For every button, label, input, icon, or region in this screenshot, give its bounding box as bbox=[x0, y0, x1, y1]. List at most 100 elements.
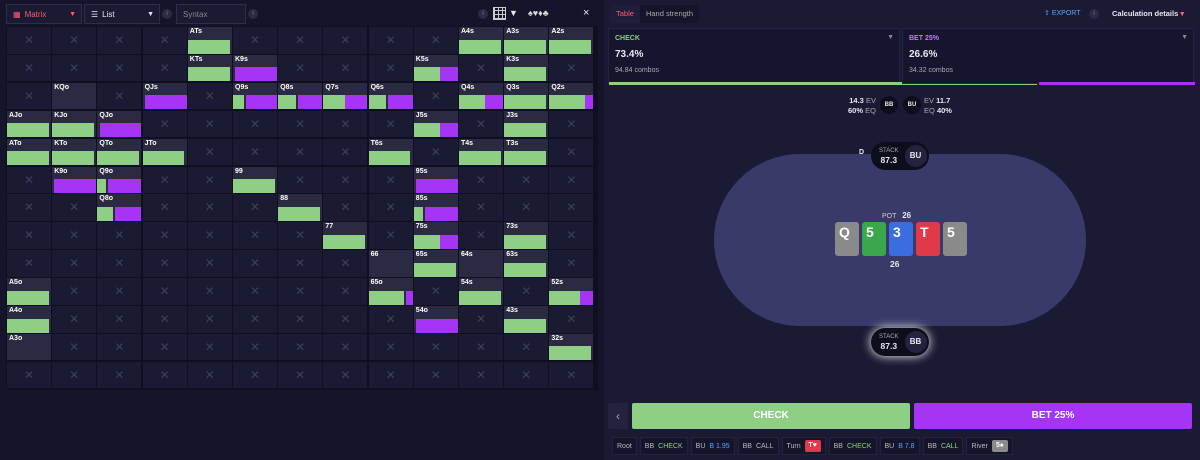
seat-bb[interactable]: STACK 87.3 BB bbox=[871, 328, 929, 356]
crumb-bb-call[interactable]: BB CALL bbox=[737, 437, 779, 455]
empty-hand-cell[interactable]: ✕ bbox=[549, 166, 594, 193]
empty-hand-cell[interactable]: ✕ bbox=[459, 361, 503, 389]
hand-cell[interactable]: KQo bbox=[52, 82, 97, 110]
hand-cell[interactable]: K3s bbox=[504, 54, 549, 82]
empty-hand-cell[interactable]: ✕ bbox=[368, 194, 413, 221]
empty-hand-cell[interactable]: ✕ bbox=[187, 250, 232, 277]
empty-hand-cell[interactable]: ✕ bbox=[187, 82, 232, 110]
filter-icon[interactable]: ▼ bbox=[1181, 34, 1188, 41]
empty-hand-cell[interactable]: ✕ bbox=[142, 166, 187, 193]
empty-hand-cell[interactable]: ✕ bbox=[278, 27, 323, 54]
hand-cell[interactable]: 95s bbox=[413, 166, 458, 193]
empty-hand-cell[interactable]: ✕ bbox=[233, 333, 277, 361]
empty-hand-cell[interactable]: ✕ bbox=[278, 361, 323, 389]
empty-hand-cell[interactable]: ✕ bbox=[7, 361, 51, 389]
empty-hand-cell[interactable]: ✕ bbox=[549, 194, 594, 221]
filter-icon[interactable]: ▼ bbox=[887, 34, 894, 41]
empty-hand-cell[interactable]: ✕ bbox=[368, 166, 413, 193]
crumb-bb-check[interactable]: BB CHECK bbox=[639, 437, 688, 455]
empty-hand-cell[interactable]: ✕ bbox=[142, 110, 187, 138]
crumb-bu-bet[interactable]: BU B 1.95 bbox=[690, 437, 735, 455]
empty-hand-cell[interactable]: ✕ bbox=[459, 166, 503, 193]
empty-hand-cell[interactable]: ✕ bbox=[7, 222, 51, 249]
empty-hand-cell[interactable]: ✕ bbox=[413, 278, 458, 305]
chevron-down-icon[interactable]: ▼ bbox=[509, 8, 518, 18]
close-icon[interactable]: × bbox=[583, 7, 590, 19]
empty-hand-cell[interactable]: ✕ bbox=[142, 306, 187, 333]
empty-hand-cell[interactable]: ✕ bbox=[504, 278, 549, 305]
hand-cell[interactable]: Q8o bbox=[97, 194, 142, 221]
hand-cell[interactable]: 64s bbox=[459, 250, 503, 277]
hand-cell[interactable]: 43s bbox=[504, 306, 549, 333]
export-button[interactable]: ⇪ EXPORT bbox=[1044, 9, 1080, 17]
empty-hand-cell[interactable]: ✕ bbox=[323, 250, 368, 277]
hand-cell[interactable]: 52s bbox=[549, 278, 594, 305]
hand-cell[interactable]: ATo bbox=[7, 138, 51, 166]
crumb-bb-call[interactable]: BB CALL bbox=[922, 437, 964, 455]
suits-filter-icon[interactable]: ♠♥♦♣ bbox=[528, 8, 549, 18]
empty-hand-cell[interactable]: ✕ bbox=[278, 250, 323, 277]
hand-cell[interactable]: Q9o bbox=[97, 166, 142, 193]
empty-hand-cell[interactable]: ✕ bbox=[323, 138, 368, 166]
empty-hand-cell[interactable]: ✕ bbox=[323, 166, 368, 193]
empty-hand-cell[interactable]: ✕ bbox=[459, 194, 503, 221]
hand-cell[interactable]: K5s bbox=[413, 54, 458, 82]
hand-cell[interactable]: AJo bbox=[7, 110, 51, 138]
empty-hand-cell[interactable]: ✕ bbox=[187, 333, 232, 361]
empty-hand-cell[interactable]: ✕ bbox=[459, 54, 503, 82]
empty-hand-cell[interactable]: ✕ bbox=[368, 222, 413, 249]
empty-hand-cell[interactable]: ✕ bbox=[52, 250, 97, 277]
empty-hand-cell[interactable]: ✕ bbox=[233, 278, 277, 305]
empty-hand-cell[interactable]: ✕ bbox=[142, 194, 187, 221]
empty-hand-cell[interactable]: ✕ bbox=[278, 306, 323, 333]
hand-cell[interactable]: A3s bbox=[504, 27, 549, 54]
hand-cell[interactable]: QJs bbox=[142, 82, 187, 110]
hand-cell[interactable]: Q9s bbox=[233, 82, 277, 110]
hand-cell[interactable]: Q4s bbox=[459, 82, 503, 110]
crumb-bb-check[interactable]: BB CHECK bbox=[828, 437, 877, 455]
empty-hand-cell[interactable]: ✕ bbox=[97, 278, 142, 305]
empty-hand-cell[interactable]: ✕ bbox=[233, 194, 277, 221]
hand-cell[interactable]: K9s bbox=[233, 54, 277, 82]
empty-hand-cell[interactable]: ✕ bbox=[459, 222, 503, 249]
empty-hand-cell[interactable]: ✕ bbox=[52, 194, 97, 221]
empty-hand-cell[interactable]: ✕ bbox=[233, 110, 277, 138]
empty-hand-cell[interactable]: ✕ bbox=[97, 333, 142, 361]
hand-cell[interactable]: QJo bbox=[97, 110, 142, 138]
empty-hand-cell[interactable]: ✕ bbox=[7, 194, 51, 221]
empty-hand-cell[interactable]: ✕ bbox=[7, 166, 51, 193]
empty-hand-cell[interactable]: ✕ bbox=[187, 361, 232, 389]
empty-hand-cell[interactable]: ✕ bbox=[187, 138, 232, 166]
empty-hand-cell[interactable]: ✕ bbox=[459, 110, 503, 138]
empty-hand-cell[interactable]: ✕ bbox=[233, 27, 277, 54]
hand-cell[interactable]: T3s bbox=[504, 138, 549, 166]
empty-hand-cell[interactable]: ✕ bbox=[549, 250, 594, 277]
empty-hand-cell[interactable]: ✕ bbox=[504, 361, 549, 389]
empty-hand-cell[interactable]: ✕ bbox=[278, 110, 323, 138]
tab-table[interactable]: Table bbox=[610, 5, 640, 23]
empty-hand-cell[interactable]: ✕ bbox=[142, 333, 187, 361]
hand-cell[interactable]: 54s bbox=[459, 278, 503, 305]
hand-cell[interactable]: Q3s bbox=[504, 82, 549, 110]
empty-hand-cell[interactable]: ✕ bbox=[97, 361, 142, 389]
hand-cell[interactable]: T6s bbox=[368, 138, 413, 166]
empty-hand-cell[interactable]: ✕ bbox=[97, 82, 142, 110]
empty-hand-cell[interactable]: ✕ bbox=[549, 361, 594, 389]
list-mode-select[interactable]: ☰ List ▼ bbox=[84, 4, 160, 24]
empty-hand-cell[interactable]: ✕ bbox=[7, 54, 51, 82]
info-icon[interactable]: i bbox=[1089, 9, 1099, 19]
empty-hand-cell[interactable]: ✕ bbox=[368, 306, 413, 333]
hand-cell[interactable]: 63s bbox=[504, 250, 549, 277]
empty-hand-cell[interactable]: ✕ bbox=[323, 361, 368, 389]
empty-hand-cell[interactable]: ✕ bbox=[187, 306, 232, 333]
hand-cell[interactable]: 65o bbox=[368, 278, 413, 305]
hand-cell[interactable]: Q8s bbox=[278, 82, 323, 110]
hand-cell[interactable]: JTo bbox=[142, 138, 187, 166]
empty-hand-cell[interactable]: ✕ bbox=[7, 82, 51, 110]
empty-hand-cell[interactable]: ✕ bbox=[52, 333, 97, 361]
bet-summary[interactable]: BET 25% ▼ 26.6% 34.32 combos bbox=[902, 28, 1195, 85]
hand-cell[interactable]: 54o bbox=[413, 306, 458, 333]
hand-cell[interactable]: KTs bbox=[187, 54, 232, 82]
empty-hand-cell[interactable]: ✕ bbox=[413, 27, 458, 54]
empty-hand-cell[interactable]: ✕ bbox=[97, 306, 142, 333]
